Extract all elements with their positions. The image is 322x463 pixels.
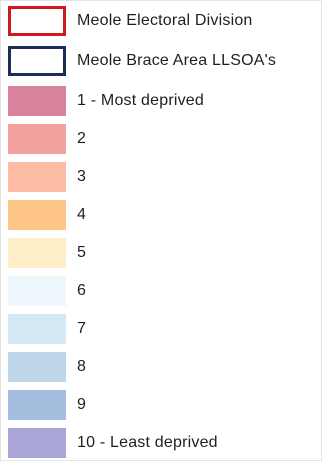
decile-swatch	[8, 200, 66, 230]
decile-swatch	[8, 352, 66, 382]
legend-item-decile-10: 10 - Least deprived	[1, 425, 322, 463]
legend-item-decile-4: 4	[1, 197, 322, 235]
legend-label: Meole Brace Area LLSOA's	[77, 52, 277, 69]
legend-item-llsoa-area: Meole Brace Area LLSOA's	[1, 43, 322, 81]
decile-swatch	[8, 276, 66, 306]
decile-swatch	[8, 86, 66, 116]
electoral-division-swatch	[8, 6, 66, 36]
legend-label: 10 - Least deprived	[77, 434, 218, 451]
legend-label: 5	[77, 244, 87, 261]
decile-swatch	[8, 162, 66, 192]
legend-item-decile-9: 9	[1, 387, 322, 425]
legend-item-decile-1: 1 - Most deprived	[1, 83, 322, 121]
legend-item-decile-8: 8	[1, 349, 322, 387]
legend-item-decile-2: 2	[1, 121, 322, 159]
legend-label: 1 - Most deprived	[77, 92, 205, 109]
legend-label: 9	[77, 396, 87, 413]
legend-label: 6	[77, 282, 87, 299]
legend-label: 7	[77, 320, 87, 337]
decile-swatch	[8, 124, 66, 154]
llsoa-area-swatch	[8, 46, 66, 76]
decile-swatch	[8, 390, 66, 420]
legend-item-decile-6: 6	[1, 273, 322, 311]
legend-label: 4	[77, 206, 87, 223]
legend-label: 8	[77, 358, 87, 375]
legend-label: 3	[77, 168, 87, 185]
decile-swatch	[8, 314, 66, 344]
legend-label: Meole Electoral Division	[77, 12, 253, 29]
legend-item-decile-7: 7	[1, 311, 322, 349]
legend-item-decile-3: 3	[1, 159, 322, 197]
legend-label: 2	[77, 130, 87, 147]
legend-item-decile-5: 5	[1, 235, 322, 273]
decile-swatch	[8, 238, 66, 268]
legend-item-electoral-division: Meole Electoral Division	[1, 3, 322, 41]
decile-swatch	[8, 428, 66, 458]
